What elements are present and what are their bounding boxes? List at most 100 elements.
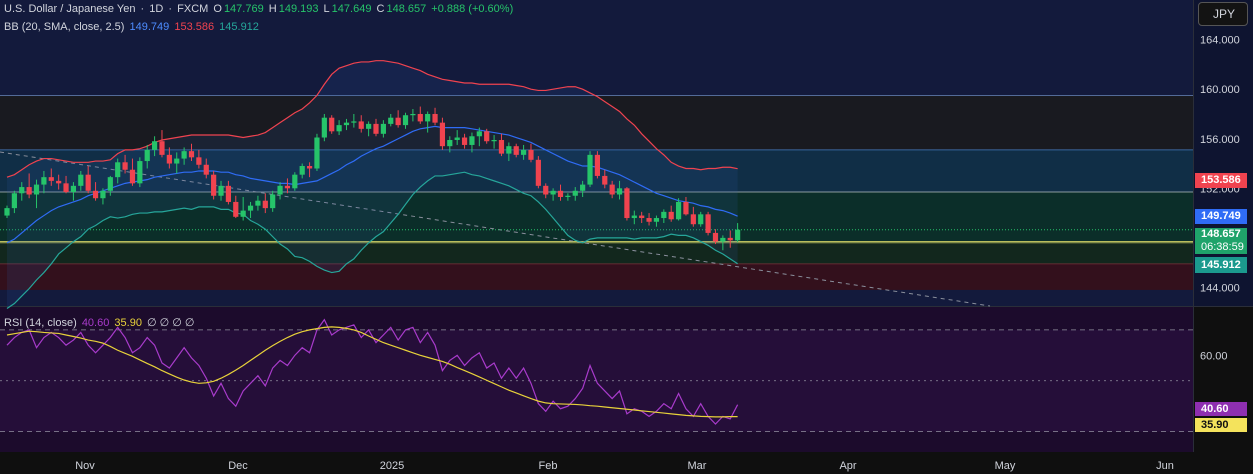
candle-body [4,208,10,216]
candle-body [26,187,32,195]
bb-fill [7,60,738,309]
candle-body [535,159,541,186]
candle-body [491,139,497,142]
candle-body [33,184,40,195]
candle-body [735,229,741,241]
candle-body [366,123,372,129]
candle-body [270,194,276,209]
candle-body [373,123,379,134]
candle-body [646,218,652,222]
bb-basis-line [6,125,738,244]
candle-body [506,146,512,154]
candle-body [639,215,645,219]
candle-body [698,214,704,225]
candle-body [262,200,268,209]
open-label: O [213,3,222,15]
candle-body [631,215,637,219]
candle-body [425,113,431,122]
interval-label[interactable]: 1D [149,3,164,15]
candle-body [587,154,593,185]
candle-body [484,131,490,142]
candle-body [41,177,47,185]
high-value: 149.193 [278,3,319,15]
candle-body [306,166,313,169]
time-tick-label: Mar [688,460,707,472]
trend-line [0,151,991,307]
candle-body [63,183,69,193]
bb-lower-line [6,171,738,309]
symbol-name[interactable]: U.S. Dollar / Japanese Yen [4,3,136,15]
bb-legend: BB (20, SMA, close, 2.5) 149.749 153.586… [4,21,261,33]
bb-label[interactable]: BB (20, SMA, close, 2.5) [4,21,125,33]
candle-body [580,184,586,191]
candle-body [100,190,106,199]
low-label: L [323,3,330,15]
candle-body [683,201,689,215]
candle-body [705,214,711,233]
candle-body [292,174,298,189]
candle-body [211,174,217,196]
candle-body [174,158,180,164]
price-tick-label: 160.000 [1200,84,1240,96]
candle-body [70,185,77,193]
time-tick-label: May [995,460,1016,472]
low-value: 147.649 [331,3,372,15]
candle-body [380,123,386,134]
candle-body [159,141,165,155]
candle-body [48,177,54,181]
candle-body [92,190,99,199]
candle-body [469,136,475,145]
price-zone-3 [0,242,1193,264]
time-tick-label: Feb [539,460,558,472]
rsi-label[interactable]: RSI (14, close) [4,317,77,329]
candle-body [668,211,674,220]
candle-body [572,190,578,196]
candle-body [152,141,158,150]
price-tick-label: 144.000 [1200,282,1240,294]
countdown-badge: 06:38:59 [1195,241,1247,254]
candle-body [565,195,571,197]
time-tick-label: Dec [228,460,248,472]
time-tick-label: 2025 [380,460,404,472]
candle-body [225,185,231,202]
source-label: FXCM [177,3,209,15]
rsi-ma-value: 35.90 [114,317,142,329]
bb-upper-line [6,60,738,178]
candle-body [439,122,446,147]
candle-body [115,162,121,178]
close-label: C [376,3,385,15]
lower-band-badge: 145.912 [1195,257,1247,273]
candle-body [454,137,460,140]
bb-basis-value: 149.749 [129,21,170,33]
candle-body [321,117,327,138]
candle-body [329,117,335,132]
candle-body [712,232,719,242]
rsi-line [6,318,739,425]
candle-body [188,151,195,158]
candle-body [594,154,600,176]
basis-badge: 149.749 [1195,209,1247,224]
candle-body [11,193,17,209]
candle-body [85,174,91,191]
bb-upper-value: 153.586 [174,21,215,33]
time-tick-label: Apr [839,460,856,472]
price-tick-label: 156.000 [1200,134,1240,146]
candle-body [602,175,608,185]
candle-body [690,214,696,225]
change-value: +0.888 (+0.60%) [431,3,514,15]
candle-body [358,121,364,129]
candle-body [336,125,342,132]
currency-button[interactable]: JPY [1198,2,1248,26]
candle-body [351,121,357,123]
candle-body [720,237,726,242]
high-label: H [268,3,277,15]
candle-body [395,117,401,126]
candle-body [609,184,615,195]
price-zone-2 [0,192,1193,243]
candle-body [557,190,564,197]
rsi-value: 40.60 [81,317,110,329]
candle-body [402,115,409,126]
candle-body [107,177,113,191]
price-tick-label: 164.000 [1200,35,1240,47]
